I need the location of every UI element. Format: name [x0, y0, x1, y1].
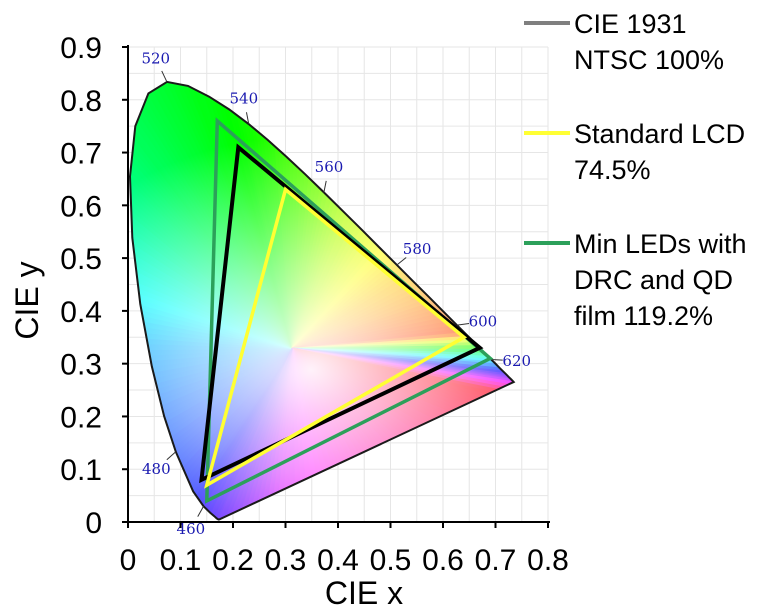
wavelength-label-540: 540	[229, 90, 258, 108]
wavelength-tick	[457, 322, 470, 326]
wavelength-tick	[396, 257, 407, 266]
axes: 0 0.1 0.2 0.3 0.4 0.5 0.6 0.7 0.8 0.9 0 0.1 0.2 0.3 0.…	[60, 32, 569, 577]
y-tick-label: 0	[85, 507, 102, 540]
legend-item-standard-lcd: Standard LCD 74.5%	[524, 116, 778, 188]
gamut-triangles	[199, 117, 494, 504]
y-tick-label: 0.2	[60, 401, 102, 434]
gamut-triangle-standard-lcd	[204, 186, 468, 489]
x-tick-label: 0	[120, 544, 137, 577]
x-axis-title: CIE x	[325, 575, 403, 611]
wavelength-label-620: 620	[502, 352, 531, 370]
y-tick-label: 0.1	[60, 454, 102, 487]
legend: CIE 1931 NTSC 100% Standard LCD 74.5% Mi…	[524, 6, 778, 372]
gamut-triangle-ntsc	[199, 143, 484, 484]
legend-swatch-ntsc	[524, 21, 570, 25]
wavelength-tick	[197, 505, 205, 517]
legend-item-ntsc: CIE 1931 NTSC 100%	[524, 6, 778, 78]
x-tick-label: 0.6	[422, 544, 464, 577]
y-tick-label: 0.6	[60, 190, 102, 223]
legend-item-min-leds: Min LEDs with DRC and QD film 119.2%	[524, 226, 778, 334]
y-tick-label: 0.3	[60, 349, 102, 382]
x-tick-label: 0.4	[317, 544, 359, 577]
x-tick-label: 0.2	[212, 544, 254, 577]
legend-label-standard-lcd: Standard LCD 74.5%	[574, 119, 746, 185]
y-tick-label: 0.9	[60, 32, 102, 65]
legend-swatch-standard-lcd	[524, 131, 570, 135]
x-tick-label: 0.5	[370, 544, 412, 577]
legend-label-min-leds: Min LEDs with DRC and QD film 119.2%	[574, 229, 747, 331]
x-tick-label: 0.8	[527, 544, 569, 577]
wavelength-tick	[166, 451, 177, 461]
wavelength-tick	[323, 180, 327, 193]
wavelength-labels: 460 480 520 540 560 580 600 620	[141, 49, 531, 538]
spectral-locus-outline	[128, 80, 516, 521]
x-tick-label: 0.7	[475, 544, 517, 577]
gamut-triangle-min-leds	[204, 117, 494, 504]
y-tick-label: 0.8	[60, 85, 102, 118]
y-tick-label: 0.5	[60, 243, 102, 276]
y-axis-title: CIE y	[9, 261, 45, 339]
wavelength-label-560: 560	[315, 158, 344, 176]
x-tick-label: 0.3	[265, 544, 307, 577]
y-tick-label: 0.4	[60, 296, 102, 329]
wavelength-label-520: 520	[141, 49, 170, 67]
legend-label-ntsc: CIE 1931 NTSC 100%	[574, 9, 725, 75]
wavelength-label-460: 460	[177, 520, 206, 538]
wavelength-tick	[490, 358, 503, 361]
x-tick-label: 0.1	[160, 544, 202, 577]
wavelength-tick	[245, 112, 250, 125]
wavelength-tick	[161, 70, 168, 83]
wavelength-label-600: 600	[469, 313, 498, 331]
y-tick-label: 0.7	[60, 138, 102, 171]
legend-swatch-min-leds	[524, 241, 570, 245]
wavelength-label-480: 480	[142, 460, 171, 478]
wavelength-label-580: 580	[403, 240, 432, 258]
